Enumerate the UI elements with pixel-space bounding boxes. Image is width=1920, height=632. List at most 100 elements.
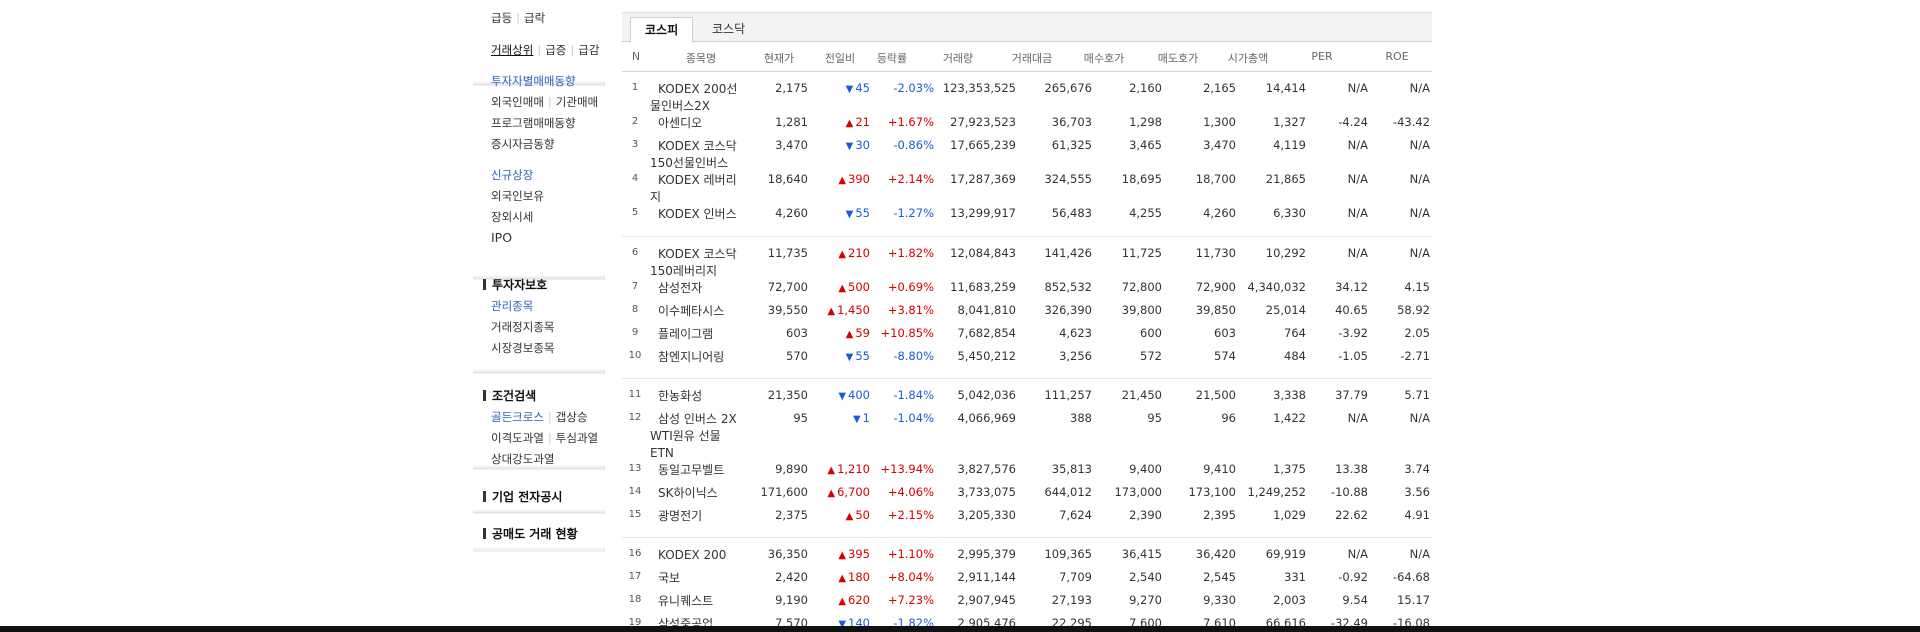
sidebar-link-golden-cross[interactable]: 골든크로스 (491, 410, 544, 424)
tab-kospi[interactable]: 코스피 (630, 17, 694, 43)
price-change: ▲ 390 (814, 172, 870, 186)
stock-name-link[interactable]: 참엔지니어링 (658, 350, 725, 364)
price-change-value: 1 (862, 411, 870, 425)
sidebar-head-label[interactable]: 조건검색 (492, 389, 537, 403)
sidebar-link-surge[interactable]: 급등 (491, 11, 513, 25)
trade-amount: 388 (1070, 411, 1092, 425)
section-marker (483, 390, 486, 401)
sidebar-link-inst-trade[interactable]: 기관매매 (555, 95, 599, 109)
row-number: 6 (631, 247, 639, 258)
stock-name-link[interactable]: 국보 (658, 571, 681, 585)
trade-volume: 3,733,075 (957, 485, 1016, 499)
roe-value: 58.92 (1397, 303, 1430, 317)
stock-name-link[interactable]: 한농화성 (658, 389, 703, 403)
bid-price: 2,390 (1129, 508, 1162, 522)
stock-name-link[interactable]: KODEX 코스닥150선물인버스 (650, 139, 737, 170)
hdr-no: N (631, 50, 641, 63)
stock-name-link[interactable]: KODEX 코스닥150레버리지 (650, 247, 737, 278)
bid-price: 36,415 (1121, 547, 1162, 561)
sidebar-link-ipo[interactable]: IPO (491, 230, 513, 245)
change-rate: +7.23% (887, 593, 934, 607)
change-rate: +10.85% (880, 326, 935, 340)
up-triangle-icon: ▲ (838, 550, 847, 561)
sidebar-head-label[interactable]: 투자자보호 (492, 278, 548, 292)
price-change: ▲ 1,450 (814, 303, 870, 317)
trade-amount: 141,426 (1044, 246, 1092, 260)
stock-name-link[interactable]: KODEX 200선물인버스2X (650, 82, 738, 113)
trade-amount: 326,390 (1044, 303, 1092, 317)
ask-price: 2,545 (1203, 570, 1236, 584)
roe-value: -43.42 (1392, 115, 1430, 129)
trade-amount: 61,325 (1051, 138, 1092, 152)
sidebar-link-trade-surge[interactable]: 급증 (545, 43, 567, 57)
market-cap: 1,029 (1273, 508, 1306, 522)
stock-name-link[interactable]: KODEX 200 (658, 548, 727, 562)
change-rate: -2.03% (893, 81, 934, 95)
ask-price: 2,165 (1203, 81, 1236, 95)
sidebar-link-foreign-holding[interactable]: 외국인보유 (491, 189, 544, 203)
price-change: ▼ 1 (814, 411, 870, 425)
roe-value: 15.17 (1397, 593, 1430, 607)
roe-value: N/A (1409, 138, 1430, 152)
sidebar-link-rsi-overheat[interactable]: 상대강도과열 (491, 452, 555, 466)
roe-value: 3.74 (1404, 462, 1430, 476)
sidebar-head-label[interactable]: 기업 전자공시 (492, 490, 563, 504)
sidebar-link-alert-stocks[interactable]: 시장경보종목 (491, 341, 555, 355)
stock-name-link[interactable]: 삼성전자 (658, 281, 703, 295)
trade-amount: 56,483 (1051, 206, 1092, 220)
hdr-bid: 매수호가 (1083, 52, 1125, 65)
sidebar-link-trade-top[interactable]: 거래상위 (491, 43, 534, 57)
down-triangle-icon: ▼ (845, 209, 854, 220)
current-price: 21,350 (767, 388, 808, 402)
change-rate: -8.80% (893, 349, 934, 363)
row-group-divider (622, 378, 1432, 379)
sidebar-link-plunge[interactable]: 급락 (524, 11, 546, 25)
current-price: 2,175 (775, 81, 808, 95)
current-price: 18,640 (767, 172, 808, 186)
sidebar-link-managed-stocks[interactable]: 관리종목 (491, 299, 534, 313)
roe-value: 4.91 (1404, 508, 1430, 522)
sidebar-link-halted-stocks[interactable]: 거래정지종목 (491, 320, 555, 334)
current-price: 2,375 (775, 508, 808, 522)
row-number: 4 (631, 173, 639, 184)
bid-price: 2,540 (1129, 570, 1162, 584)
trade-amount: 7,709 (1059, 570, 1092, 584)
stock-name-link[interactable]: 동일고무벨트 (658, 463, 725, 477)
price-change: ▲ 1,210 (814, 462, 870, 476)
trade-amount: 109,365 (1044, 547, 1092, 561)
sidebar-link-sentiment[interactable]: 투심과열 (555, 431, 599, 445)
price-change-value: 620 (848, 593, 870, 607)
ask-price: 9,410 (1203, 462, 1236, 476)
trade-amount: 324,555 (1044, 172, 1092, 186)
up-triangle-icon: ▲ (845, 511, 854, 522)
stock-name-link[interactable]: 아센디오 (658, 116, 703, 130)
sidebar-link-disparity[interactable]: 이격도과열 (491, 431, 544, 445)
up-triangle-icon: ▲ (838, 175, 847, 186)
stock-name-link[interactable]: 플레이그램 (658, 327, 714, 341)
ask-price: 1,300 (1203, 115, 1236, 129)
down-triangle-icon: ▼ (838, 619, 847, 630)
stock-name-link[interactable]: 이수페타시스 (658, 304, 725, 318)
sidebar-link-otc-quote[interactable]: 장외시세 (491, 210, 534, 224)
sidebar-link-market-funds[interactable]: 증시자금동향 (491, 137, 555, 151)
market-cap: 3,338 (1273, 388, 1306, 402)
hdr-roe: ROE (1385, 50, 1409, 63)
sidebar-link-foreign-trade[interactable]: 외국인매매 (491, 95, 544, 109)
sidebar-link-investor-trend[interactable]: 투자자별매매동향 (491, 74, 576, 88)
stock-name-link[interactable]: KODEX 인버스 (658, 207, 737, 221)
sidebar-link-gap-up[interactable]: 갭상승 (555, 410, 588, 424)
stock-name-link[interactable]: 삼성 인버스 2X WTI원유 선물 ETN (650, 412, 737, 460)
row-number: 9 (631, 327, 639, 338)
trade-amount: 35,813 (1051, 462, 1092, 476)
sidebar-divider (473, 278, 605, 279)
stock-name-link[interactable]: 광명전기 (658, 509, 703, 523)
sidebar-link-program-trade[interactable]: 프로그램매매동향 (491, 116, 576, 130)
stock-name-link[interactable]: SK하이닉스 (658, 486, 718, 500)
stock-name-link[interactable]: KODEX 레버리지 (650, 173, 737, 204)
stock-name-link[interactable]: 유니퀘스트 (658, 594, 714, 608)
tab-kosdaq[interactable]: 코스닥 (712, 22, 746, 36)
price-change: ▼ 30 (814, 138, 870, 152)
sidebar-link-trade-plunge[interactable]: 급감 (578, 43, 600, 57)
sidebar-head-label[interactable]: 공매도 거래 현황 (492, 527, 578, 541)
sidebar-link-new-listing[interactable]: 신규상장 (491, 168, 534, 182)
